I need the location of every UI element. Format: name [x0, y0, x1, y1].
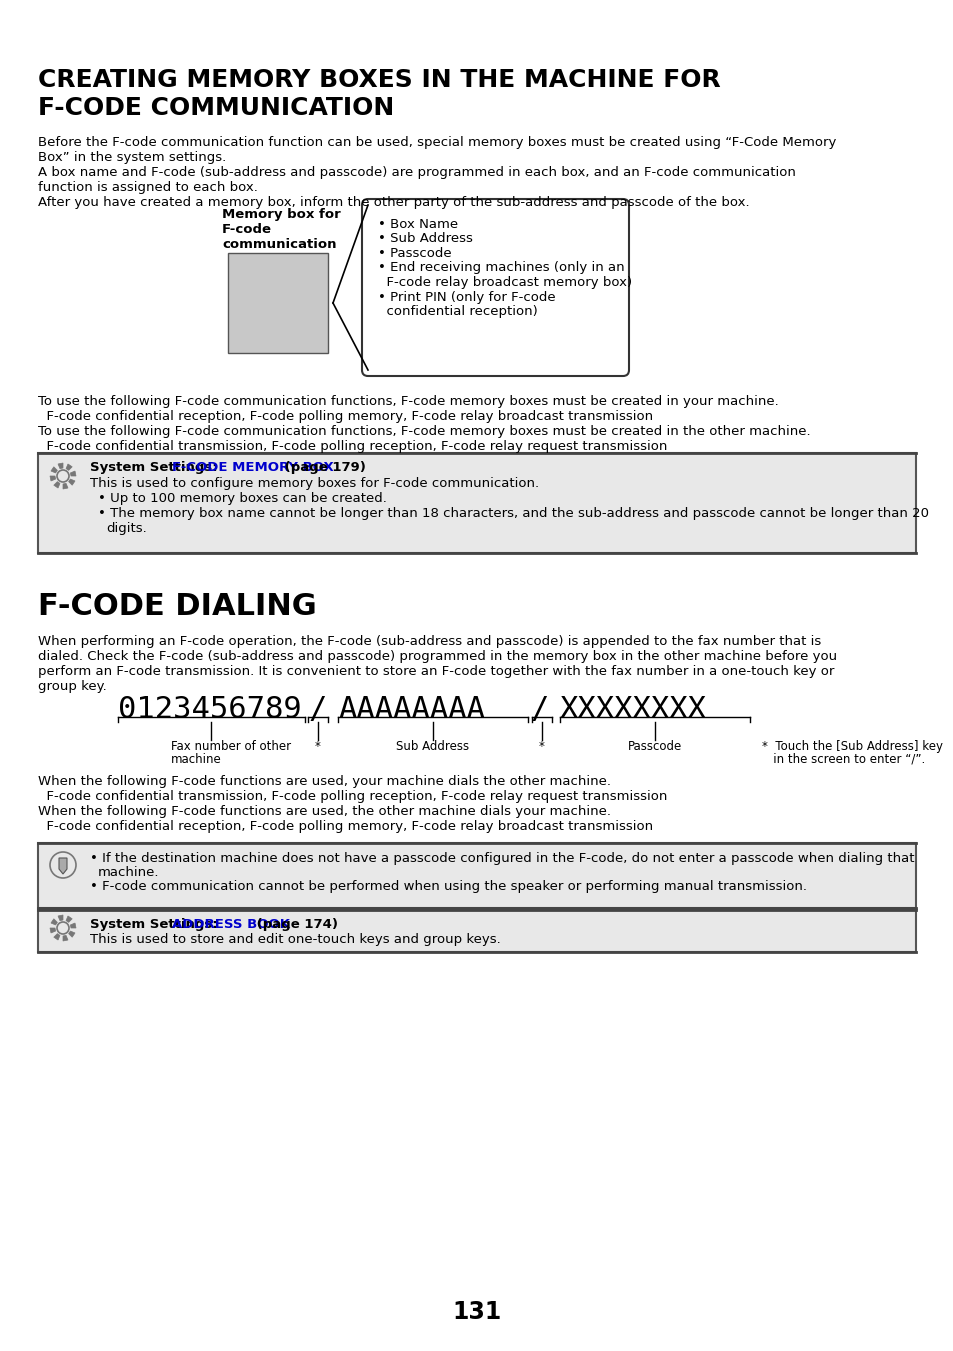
Polygon shape	[53, 482, 60, 488]
Text: When performing an F-code operation, the F-code (sub-address and passcode) is ap: When performing an F-code operation, the…	[38, 635, 821, 648]
Text: *: *	[314, 740, 320, 753]
Polygon shape	[71, 923, 76, 928]
Text: • If the destination machine does not have a passcode configured in the F-code, : • If the destination machine does not ha…	[90, 852, 914, 865]
Text: F-CODE MEMORY BOX: F-CODE MEMORY BOX	[172, 461, 334, 474]
Polygon shape	[59, 858, 67, 874]
Text: F-CODE COMMUNICATION: F-CODE COMMUNICATION	[38, 96, 394, 120]
Polygon shape	[50, 928, 55, 934]
Polygon shape	[71, 471, 76, 476]
Text: Box” in the system settings.: Box” in the system settings.	[38, 151, 226, 163]
Text: F-code confidential reception, F-code polling memory, F-code relay broadcast tra: F-code confidential reception, F-code po…	[38, 409, 653, 423]
Text: F-code confidential transmission, F-code polling reception, F-code relay request: F-code confidential transmission, F-code…	[38, 790, 667, 802]
FancyBboxPatch shape	[38, 911, 915, 952]
Text: Before the F-code communication function can be used, special memory boxes must : Before the F-code communication function…	[38, 136, 836, 149]
Text: This is used to store and edit one-touch keys and group keys.: This is used to store and edit one-touch…	[90, 934, 500, 946]
Text: • End receiving machines (only in an: • End receiving machines (only in an	[377, 262, 624, 274]
Text: When the following F-code functions are used, your machine dials the other machi: When the following F-code functions are …	[38, 775, 610, 788]
Text: 0123456789: 0123456789	[118, 694, 301, 724]
Text: • Box Name: • Box Name	[377, 218, 457, 231]
Text: (page 179): (page 179)	[280, 461, 366, 474]
Polygon shape	[51, 467, 57, 473]
Text: Sub Address: Sub Address	[396, 740, 469, 753]
Text: To use the following F-code communication functions, F-code memory boxes must be: To use the following F-code communicatio…	[38, 426, 810, 438]
Text: • F-code communication cannot be performed when using the speaker or performing : • F-code communication cannot be perform…	[90, 880, 806, 893]
Text: in the screen to enter “/”.: in the screen to enter “/”.	[761, 753, 924, 766]
Text: XXXXXXXX: XXXXXXXX	[559, 694, 706, 724]
Text: F-CODE DIALING: F-CODE DIALING	[38, 592, 316, 621]
Polygon shape	[58, 463, 63, 469]
Text: • Passcode: • Passcode	[377, 247, 451, 259]
Text: F-code: F-code	[222, 223, 272, 236]
Text: ADDRESS BOOK: ADDRESS BOOK	[172, 917, 290, 931]
Polygon shape	[66, 916, 72, 923]
Text: *: *	[538, 740, 544, 753]
Polygon shape	[63, 935, 68, 942]
Text: To use the following F-code communication functions, F-code memory boxes must be: To use the following F-code communicatio…	[38, 394, 778, 408]
Polygon shape	[66, 463, 72, 470]
Text: Passcode: Passcode	[627, 740, 681, 753]
Text: communication: communication	[222, 238, 336, 251]
FancyBboxPatch shape	[361, 199, 628, 376]
Text: Memory box for: Memory box for	[222, 208, 340, 222]
Text: System Settings:: System Settings:	[90, 917, 222, 931]
Text: machine: machine	[171, 753, 221, 766]
Polygon shape	[53, 934, 60, 940]
Text: AAAAAAAA: AAAAAAAA	[337, 694, 484, 724]
Text: • The memory box name cannot be longer than 18 characters, and the sub-address a: • The memory box name cannot be longer t…	[98, 507, 928, 520]
Text: Fax number of other: Fax number of other	[171, 740, 291, 753]
Text: /: /	[530, 694, 548, 724]
Text: System Settings:: System Settings:	[90, 461, 222, 474]
Polygon shape	[69, 931, 75, 938]
Text: F-code relay broadcast memory box): F-code relay broadcast memory box)	[377, 276, 632, 289]
Text: When the following F-code functions are used, the other machine dials your machi: When the following F-code functions are …	[38, 805, 610, 817]
Text: After you have created a memory box, inform the other party of the sub-address a: After you have created a memory box, inf…	[38, 196, 749, 209]
Text: • Print PIN (only for F-code: • Print PIN (only for F-code	[377, 290, 555, 304]
Text: machine.: machine.	[98, 866, 159, 880]
Text: • Sub Address: • Sub Address	[377, 232, 473, 246]
Text: A box name and F-code (sub-address and passcode) are programmed in each box, and: A box name and F-code (sub-address and p…	[38, 166, 795, 178]
Text: F-code confidential transmission, F-code polling reception, F-code relay request: F-code confidential transmission, F-code…	[38, 440, 667, 453]
Text: dialed. Check the F-code (sub-address and passcode) programmed in the memory box: dialed. Check the F-code (sub-address an…	[38, 650, 836, 663]
Text: • Up to 100 memory boxes can be created.: • Up to 100 memory boxes can be created.	[98, 492, 387, 505]
Polygon shape	[51, 919, 57, 925]
FancyBboxPatch shape	[38, 453, 915, 553]
Text: CREATING MEMORY BOXES IN THE MACHINE FOR: CREATING MEMORY BOXES IN THE MACHINE FOR	[38, 68, 720, 92]
Text: (page 174): (page 174)	[252, 917, 337, 931]
Text: *  Touch the [Sub Address] key: * Touch the [Sub Address] key	[761, 740, 942, 753]
FancyBboxPatch shape	[228, 253, 328, 353]
Polygon shape	[58, 915, 63, 920]
Text: /: /	[308, 694, 326, 724]
Polygon shape	[63, 484, 68, 489]
FancyBboxPatch shape	[38, 843, 915, 908]
Polygon shape	[69, 480, 75, 485]
Text: digits.: digits.	[106, 521, 147, 535]
Text: confidential reception): confidential reception)	[377, 305, 537, 317]
Text: perform an F-code transmission. It is convenient to store an F-code together wit: perform an F-code transmission. It is co…	[38, 665, 834, 678]
Polygon shape	[50, 476, 55, 481]
Text: 131: 131	[452, 1300, 501, 1324]
Text: This is used to configure memory boxes for F-code communication.: This is used to configure memory boxes f…	[90, 477, 538, 490]
Text: function is assigned to each box.: function is assigned to each box.	[38, 181, 257, 195]
Text: group key.: group key.	[38, 680, 107, 693]
Text: F-code confidential reception, F-code polling memory, F-code relay broadcast tra: F-code confidential reception, F-code po…	[38, 820, 653, 834]
